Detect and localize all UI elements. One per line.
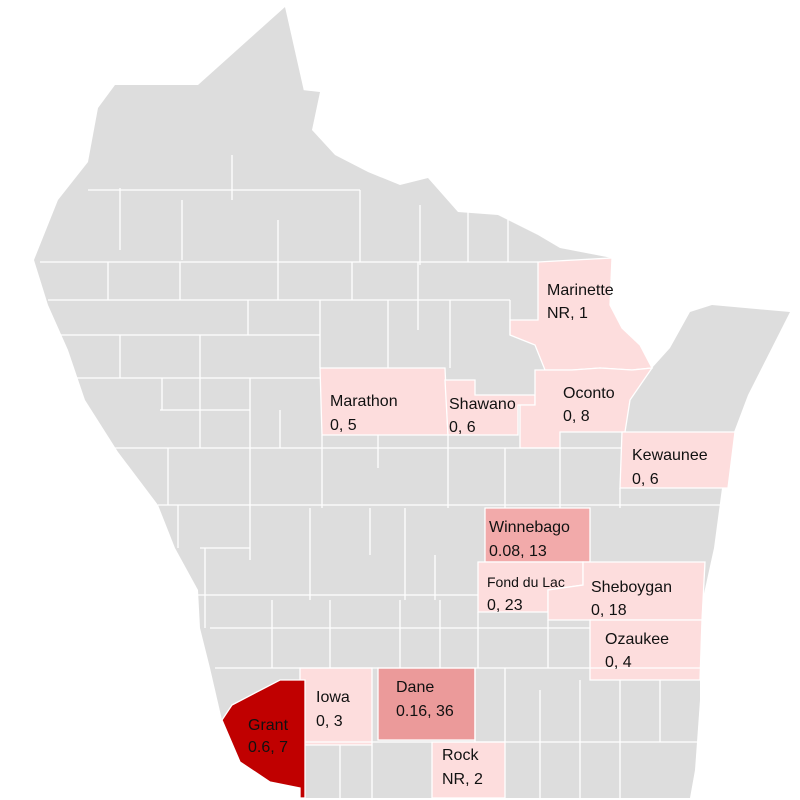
label-sheboygan-value: 0, 18 — [591, 602, 627, 619]
label-oconto-value: 0, 8 — [563, 408, 590, 425]
label-fond-du-lac-value: 0, 23 — [487, 597, 523, 614]
label-ozaukee-name: Ozaukee — [605, 631, 669, 648]
county-boundaries — [40, 155, 720, 798]
county-grant[interactable] — [221, 679, 306, 799]
label-marinette-value: NR, 1 — [547, 305, 588, 322]
label-shawano-name: Shawano — [449, 396, 516, 413]
label-oconto-name: Oconto — [563, 385, 615, 402]
label-winnebago-name: Winnebago — [489, 519, 570, 536]
label-marathon-value: 0, 5 — [330, 417, 357, 434]
label-marinette-name: Marinette — [547, 282, 614, 299]
label-marathon-name: Marathon — [330, 393, 398, 410]
label-rock-name: Rock — [442, 747, 479, 764]
county-kewaunee[interactable] — [619, 431, 736, 489]
county-iowa[interactable] — [299, 667, 373, 746]
label-iowa-value: 0, 3 — [316, 713, 343, 730]
label-shawano-value: 0, 6 — [449, 419, 476, 436]
county-ozaukee[interactable] — [589, 619, 703, 681]
label-ozaukee-value: 0, 4 — [605, 654, 632, 671]
label-grant-value: 0.6, 7 — [248, 739, 288, 756]
label-grant-name: Grant — [248, 717, 289, 734]
label-winnebago-value: 0.08, 13 — [489, 543, 547, 560]
county-labels: Marinette NR, 1 Marathon 0, 5 Shawano 0,… — [248, 282, 708, 788]
label-fond-du-lac-name: Fond du Lac — [487, 574, 565, 590]
label-kewaunee-name: Kewaunee — [632, 447, 708, 464]
label-iowa-name: Iowa — [316, 689, 350, 706]
label-rock-value: NR, 2 — [442, 771, 483, 788]
label-dane-value: 0.16, 36 — [396, 703, 454, 720]
label-dane-name: Dane — [396, 679, 434, 696]
label-sheboygan-name: Sheboygan — [591, 579, 672, 596]
label-kewaunee-value: 0, 6 — [632, 471, 659, 488]
